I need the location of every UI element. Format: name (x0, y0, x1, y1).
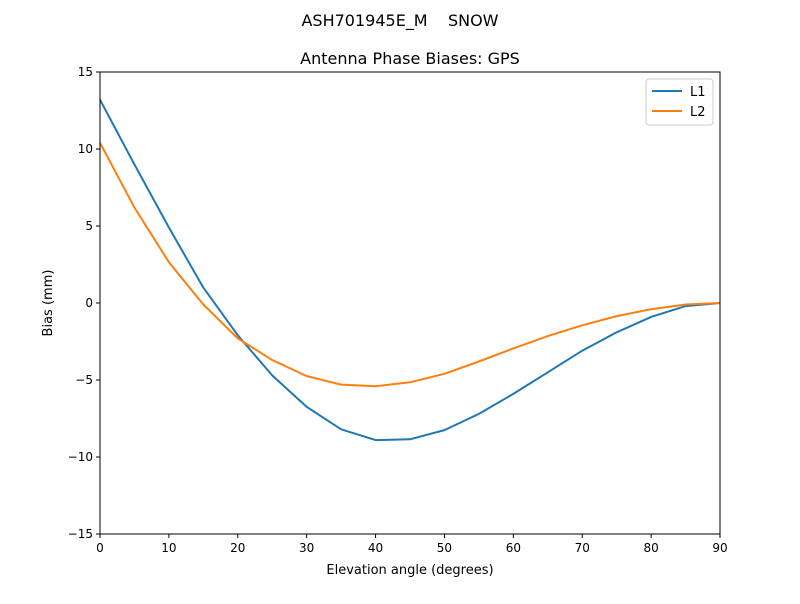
x-tick-label: 50 (437, 541, 452, 555)
series-line-l1 (99, 99, 721, 442)
y-tick-label: 5 (85, 219, 93, 233)
y-tick-label: −15 (68, 527, 93, 541)
x-tick-label: 30 (299, 541, 314, 555)
legend-label: L2 (690, 105, 706, 120)
series-line-l2 (99, 142, 721, 388)
y-tick-label: 0 (85, 296, 93, 310)
chart-title: Antenna Phase Biases: GPS (300, 49, 520, 68)
x-tick-label: 10 (161, 541, 176, 555)
y-tick-label: 15 (78, 65, 93, 79)
plot-frame (99, 71, 721, 535)
x-axis-label: Elevation angle (degrees) (326, 563, 493, 578)
x-tick-label: 40 (368, 541, 383, 555)
x-tick-label: 0 (96, 541, 104, 555)
y-tick-label: −5 (75, 373, 93, 387)
y-tick-label: 10 (78, 142, 93, 156)
x-tick-label: 20 (230, 541, 245, 555)
x-tick-label: 60 (506, 541, 521, 555)
x-tick-label: 90 (712, 541, 727, 555)
x-tick-label: 80 (643, 541, 658, 555)
legend-label: L1 (690, 85, 706, 100)
y-axis-label: Bias (mm) (41, 270, 56, 337)
chart-suptitle: ASH701945E_M SNOW (301, 11, 498, 31)
x-tick-label: 70 (575, 541, 590, 555)
y-tick-label: −10 (68, 450, 93, 464)
